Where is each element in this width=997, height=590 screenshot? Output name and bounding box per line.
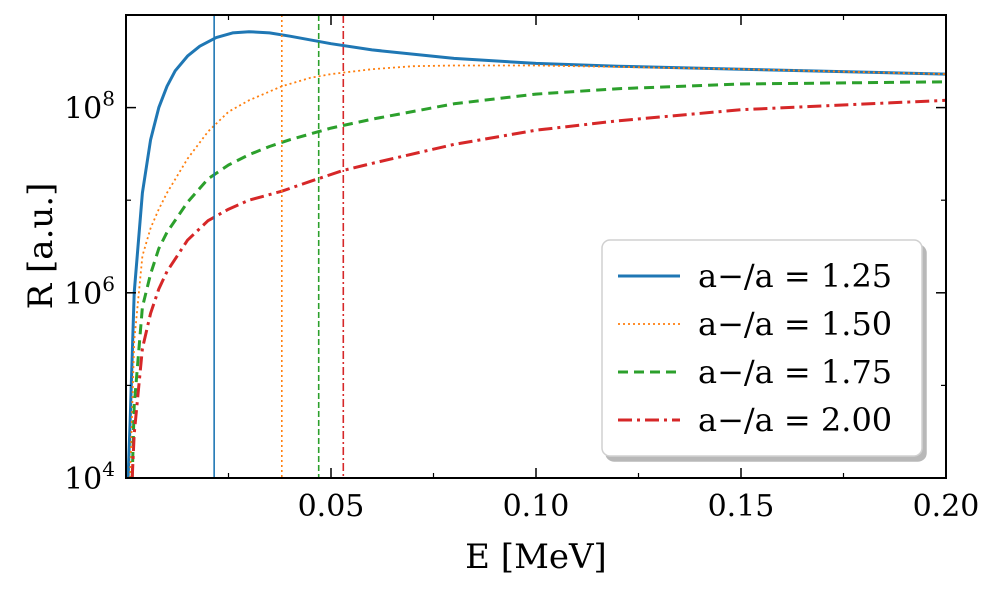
x-axis-label: E [MeV]: [465, 537, 607, 577]
legend-label-1: a−/a = 1.25: [698, 257, 892, 295]
ticks-layer: [126, 14, 947, 479]
x-tick-label-1: 0.05: [298, 489, 365, 524]
y-axis-label: R [a.u.]: [21, 183, 61, 310]
legend: a−/a = 1.25 a−/a = 1.50 a−/a = 1.75 a−/a = …: [601, 239, 923, 457]
y-tick-label-3: 108: [64, 87, 115, 127]
vertical-markers-layer: [213, 15, 345, 478]
x-tick-label-4: 0.20: [913, 489, 980, 524]
legend-label-2: a−/a = 1.50: [698, 305, 892, 343]
legend-box: [601, 239, 923, 457]
legend-label-4: a−/a = 2.00: [698, 401, 892, 439]
legend-label-3: a−/a = 1.75: [698, 353, 892, 391]
x-tick-label-2: 0.10: [503, 489, 570, 524]
x-tick-label-3: 0.15: [708, 489, 775, 524]
series-4-line: [130, 98, 946, 478]
y-tick-label-1: 104: [64, 457, 115, 497]
series-1-line: [126, 30, 946, 478]
y-tick-label-2: 106: [64, 272, 115, 312]
series-3-line: [130, 80, 946, 478]
curves-layer: [126, 30, 946, 478]
tick-labels-layer: 0.05 0.10 0.15 0.20 104 106 108: [64, 87, 979, 524]
